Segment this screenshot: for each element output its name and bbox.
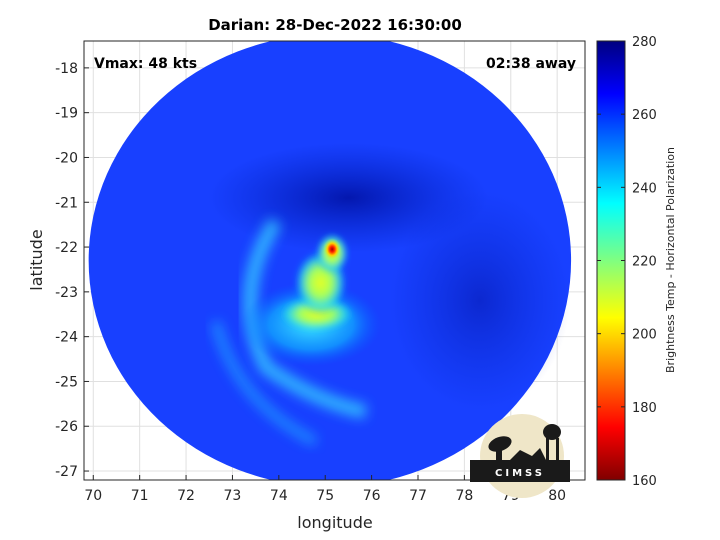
colorbar-label: Brightness Temp - Horizontal Polarizatio… xyxy=(664,147,677,373)
east-dark-region xyxy=(389,190,570,411)
x-tick-label: 80 xyxy=(548,488,566,504)
colorbar-tick-label: 220 xyxy=(632,255,657,270)
colorbar-tick-label: 240 xyxy=(632,181,657,196)
time-away-annotation: 02:38 away xyxy=(486,56,576,72)
y-axis-label: latitude xyxy=(27,229,46,290)
x-tick-label: 75 xyxy=(316,488,334,504)
swath xyxy=(88,41,572,480)
y-tick-label: -21 xyxy=(55,195,78,211)
y-tick-label: -19 xyxy=(55,106,78,122)
x-axis: 7071727374757677787980 xyxy=(84,475,566,504)
chart-title: Darian: 28-Dec-2022 16:30:00 xyxy=(208,16,462,34)
y-tick-label: -23 xyxy=(55,285,78,301)
colorbar-tick-label: 160 xyxy=(632,474,657,489)
x-tick-label: 76 xyxy=(363,488,381,504)
x-tick-label: 70 xyxy=(84,488,102,504)
colorbar-tick-label: 180 xyxy=(632,401,657,416)
x-tick-label: 74 xyxy=(270,488,288,504)
outer-spiral-arc xyxy=(210,320,318,447)
y-tick-label: -26 xyxy=(55,419,78,435)
cold-core xyxy=(323,238,342,261)
cimss-logo-icon: CIMSS xyxy=(470,414,570,498)
x-tick-label: 77 xyxy=(409,488,427,504)
vmax-annotation: Vmax: 48 kts xyxy=(94,56,197,72)
logo-text: CIMSS xyxy=(495,468,545,479)
x-tick-label: 78 xyxy=(455,488,473,504)
x-axis-label: longitude xyxy=(297,513,372,532)
y-tick-label: -22 xyxy=(55,240,78,256)
colorbar-tick-label: 200 xyxy=(632,328,657,343)
y-tick-label: -20 xyxy=(55,150,78,166)
outer-spiral-arc xyxy=(243,218,368,419)
x-tick-label: 72 xyxy=(177,488,195,504)
axes-frame xyxy=(83,40,586,481)
y-tick-label: -27 xyxy=(55,464,78,480)
y-tick-label: -18 xyxy=(55,61,78,77)
x-tick-label: 73 xyxy=(224,488,242,504)
colorbar-ticks: 280 260 240 220 200 180 160 xyxy=(597,35,657,489)
colorbar-tick-label: 280 xyxy=(632,35,657,50)
x-tick-label: 71 xyxy=(131,488,149,504)
y-axis: -18 -19 -20 -21 -22 -23 -24 -25 -26 -27 xyxy=(55,61,89,480)
y-tick-label: -25 xyxy=(55,374,78,390)
colorbar xyxy=(596,40,626,481)
y-tick-label: -24 xyxy=(55,330,78,346)
colorbar-tick-label: 260 xyxy=(632,108,657,123)
